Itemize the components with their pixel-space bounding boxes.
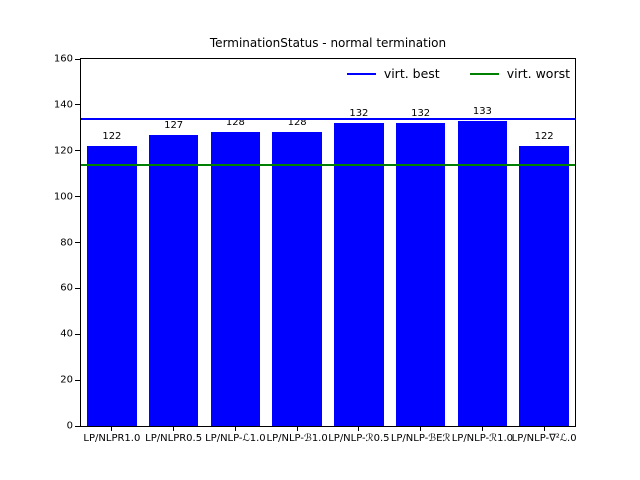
virt-worst-line-swatch [469, 72, 499, 75]
y-tick-label: 40 [60, 328, 73, 340]
x-tick-mark [420, 426, 422, 431]
legend-label-virt-worst: virt. worst [506, 66, 570, 81]
bar-value-label: 132 [349, 108, 369, 120]
bar-value-label: 127 [164, 119, 184, 131]
bar-value-label: 122 [102, 131, 122, 143]
x-tick-label: LP/NLP-ℬ1.0 [266, 433, 328, 444]
y-tick-label: 0 [66, 420, 73, 432]
x-tick-label: LP/NLP-∇²ℒ.0 [511, 433, 577, 444]
x-tick-label: LP/NLPR0.5 [145, 433, 203, 444]
y-tick-mark [75, 104, 80, 106]
y-tick-mark [75, 333, 80, 335]
bar [87, 146, 137, 426]
hline-virt-best [81, 117, 575, 120]
x-tick-mark [111, 426, 113, 431]
y-tick-label: 20 [60, 374, 73, 386]
y-tick-mark [75, 196, 80, 198]
x-tick-mark [358, 426, 360, 431]
x-tick-mark [543, 426, 545, 431]
y-tick-mark [75, 379, 80, 381]
x-tick-mark [173, 426, 175, 431]
bar-value-label: 128 [225, 117, 245, 129]
bar [272, 132, 322, 426]
bar [395, 123, 446, 426]
legend-item-virt-worst: virt. worst [469, 66, 570, 81]
bar [519, 146, 569, 426]
bar-value-label: 122 [534, 131, 554, 143]
y-tick-label: 80 [60, 237, 73, 248]
x-tick-label: LP/NLP-ℬEℛ [390, 433, 451, 444]
x-tick-mark [481, 426, 483, 431]
bar-value-label: 128 [287, 117, 307, 129]
y-tick-label: 120 [53, 145, 73, 157]
x-tick-label: LP/NLP-ℛ1.0 [451, 433, 514, 444]
y-tick-mark [75, 242, 80, 243]
y-tick-mark [75, 150, 80, 152]
y-tick-label: 60 [60, 282, 73, 294]
y-tick-mark [75, 287, 80, 289]
x-tick-label: LP/NLP-ℛ0.5 [328, 433, 390, 444]
y-tick-mark [75, 58, 80, 60]
bar [457, 120, 508, 426]
bar [210, 132, 261, 426]
plot-area: virt. best virt. worst 0 20 40 60 80 100 120 14… [54, 54, 577, 445]
virt-best-line-swatch [346, 72, 376, 75]
bar-value-label: 133 [472, 105, 492, 117]
hline-virt-worst [81, 163, 575, 166]
y-tick-mark [75, 425, 80, 427]
y-tick-label: 160 [53, 53, 73, 65]
bar [148, 134, 199, 426]
bar-value-label: 132 [411, 108, 431, 120]
x-tick-label: LP/NLP-ℒ1.0 [205, 433, 266, 444]
legend-item-virt-best: virt. best [346, 66, 440, 81]
bar [334, 123, 384, 426]
y-tick-label: 140 [53, 99, 73, 111]
legend: virt. best virt. worst [346, 66, 570, 81]
x-tick-label: LP/NLPR1.0 [83, 433, 141, 444]
y-tick-label: 100 [53, 191, 73, 203]
x-tick-mark [296, 426, 298, 431]
x-tick-mark [234, 426, 236, 431]
chart-title: TerminationStatus - normal termination [209, 36, 447, 50]
legend-label-virt-best: virt. best [383, 66, 440, 81]
